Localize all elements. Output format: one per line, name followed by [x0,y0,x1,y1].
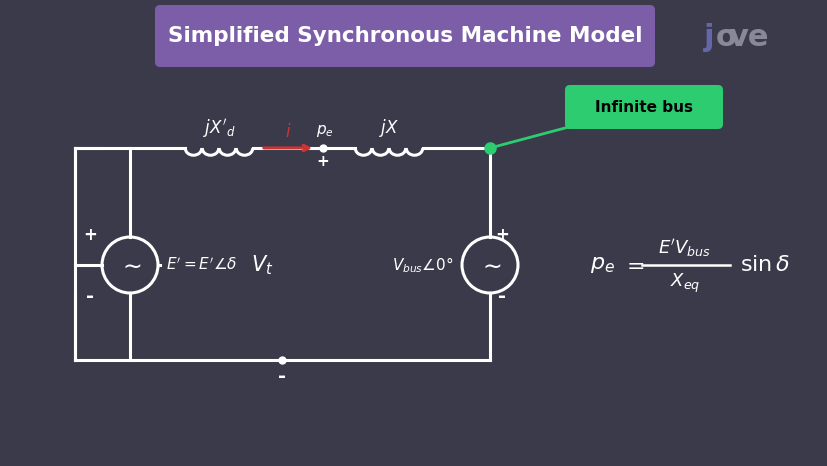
Text: $V_{bus}\angle 0°$: $V_{bus}\angle 0°$ [392,255,453,275]
Text: Infinite bus: Infinite bus [595,100,692,115]
Text: +: + [495,226,509,244]
Text: $E'V_{bus}$: $E'V_{bus}$ [657,237,710,259]
Text: -: - [86,288,94,307]
Text: -: - [278,366,285,385]
Text: $jX'_d$: $jX'_d$ [203,116,235,139]
Text: $\sim$: $\sim$ [118,254,141,278]
Text: o: o [715,23,736,53]
Text: $jX$: $jX$ [379,117,399,139]
Text: Simplified Synchronous Machine Model: Simplified Synchronous Machine Model [168,26,642,46]
Text: $p_e$: $p_e$ [590,255,614,275]
Text: $\sim$: $\sim$ [477,254,501,278]
Text: -: - [497,288,505,307]
Text: +: + [83,226,97,244]
Text: $X_{eq}$: $X_{eq}$ [669,271,700,295]
FancyBboxPatch shape [155,5,654,67]
Text: $E' = E'\angle\delta$: $E' = E'\angle\delta$ [165,257,237,273]
Text: $p_e$: $p_e$ [316,123,333,139]
Text: $V_t$: $V_t$ [251,253,274,277]
Text: +: + [316,155,329,170]
Text: $\sin\delta$: $\sin\delta$ [739,255,789,275]
Text: $=$: $=$ [621,255,643,275]
Text: j: j [703,23,714,53]
FancyBboxPatch shape [564,85,722,129]
Text: ve: ve [728,23,768,53]
Text: $i$: $i$ [284,123,291,141]
